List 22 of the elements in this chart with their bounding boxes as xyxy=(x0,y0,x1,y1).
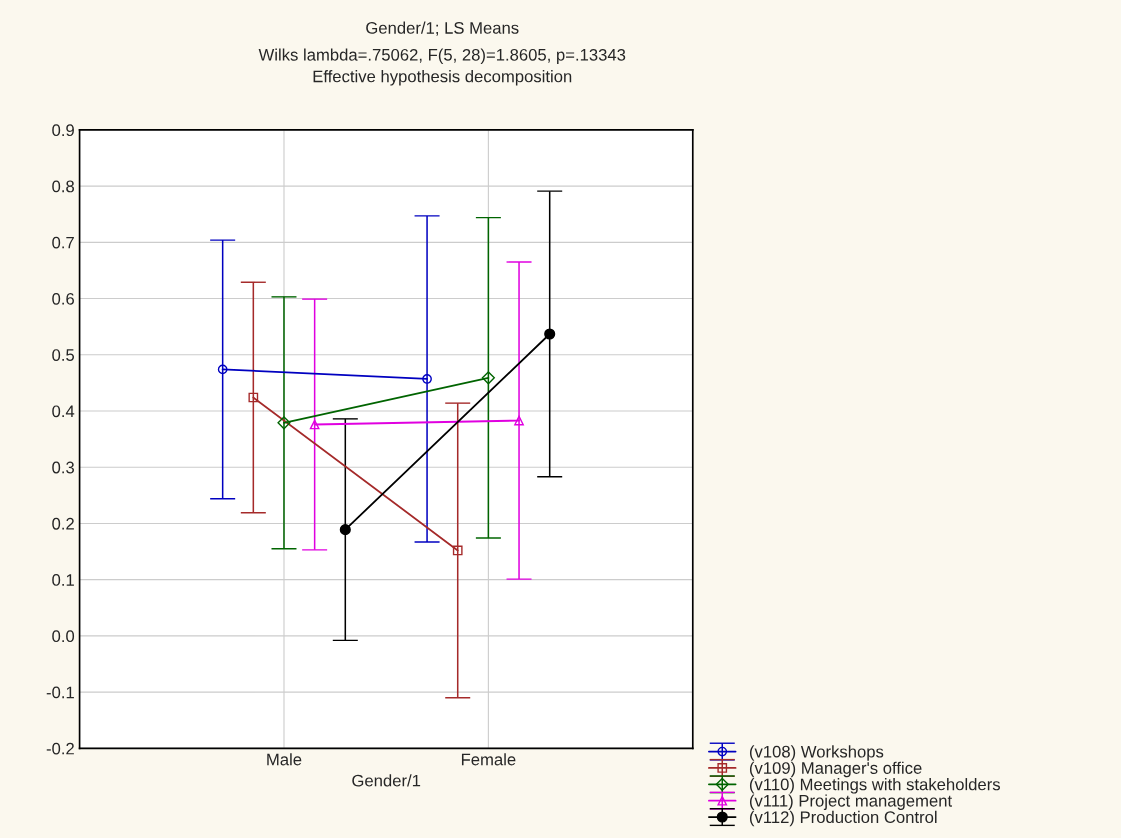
chart-subtitle: Wilks lambda=.75062, F(5, 28)=1.8605, p=.13343 Effective hypothesis decomposition xyxy=(258,48,626,86)
y-tick-label: -0.1 xyxy=(46,686,74,699)
x-tick-label: Male xyxy=(267,753,302,766)
legend-label: (v109) Manager's office xyxy=(749,761,922,778)
legend-label: (v108) Workshops xyxy=(749,745,884,761)
y-tick-label: 0.2 xyxy=(52,517,74,530)
legend-label: (v110) Meetings with stakeholders xyxy=(749,778,1000,794)
legend-label: (v112) Production Control xyxy=(749,810,937,827)
y-tick-label: 0.3 xyxy=(52,461,74,474)
y-tick-label: -0.2 xyxy=(46,742,74,755)
legend-label: (v111) Project management xyxy=(749,794,952,810)
y-tick-label: 0.5 xyxy=(52,349,75,361)
x-tick-label: Female xyxy=(461,753,516,766)
x-axis-title: Gender/1 xyxy=(352,774,421,787)
y-tick-label: 0.4 xyxy=(52,405,75,418)
y-tick-label: 0.0 xyxy=(52,630,75,643)
y-tick-label: 0.9 xyxy=(52,124,74,137)
y-tick-label: 0.7 xyxy=(52,236,74,249)
y-tick-label: 0.1 xyxy=(52,574,74,586)
y-tick-label: 0.8 xyxy=(52,180,75,193)
chart-title: Gender/1; LS Means xyxy=(366,21,519,36)
y-tick-label: 0.6 xyxy=(52,292,74,305)
